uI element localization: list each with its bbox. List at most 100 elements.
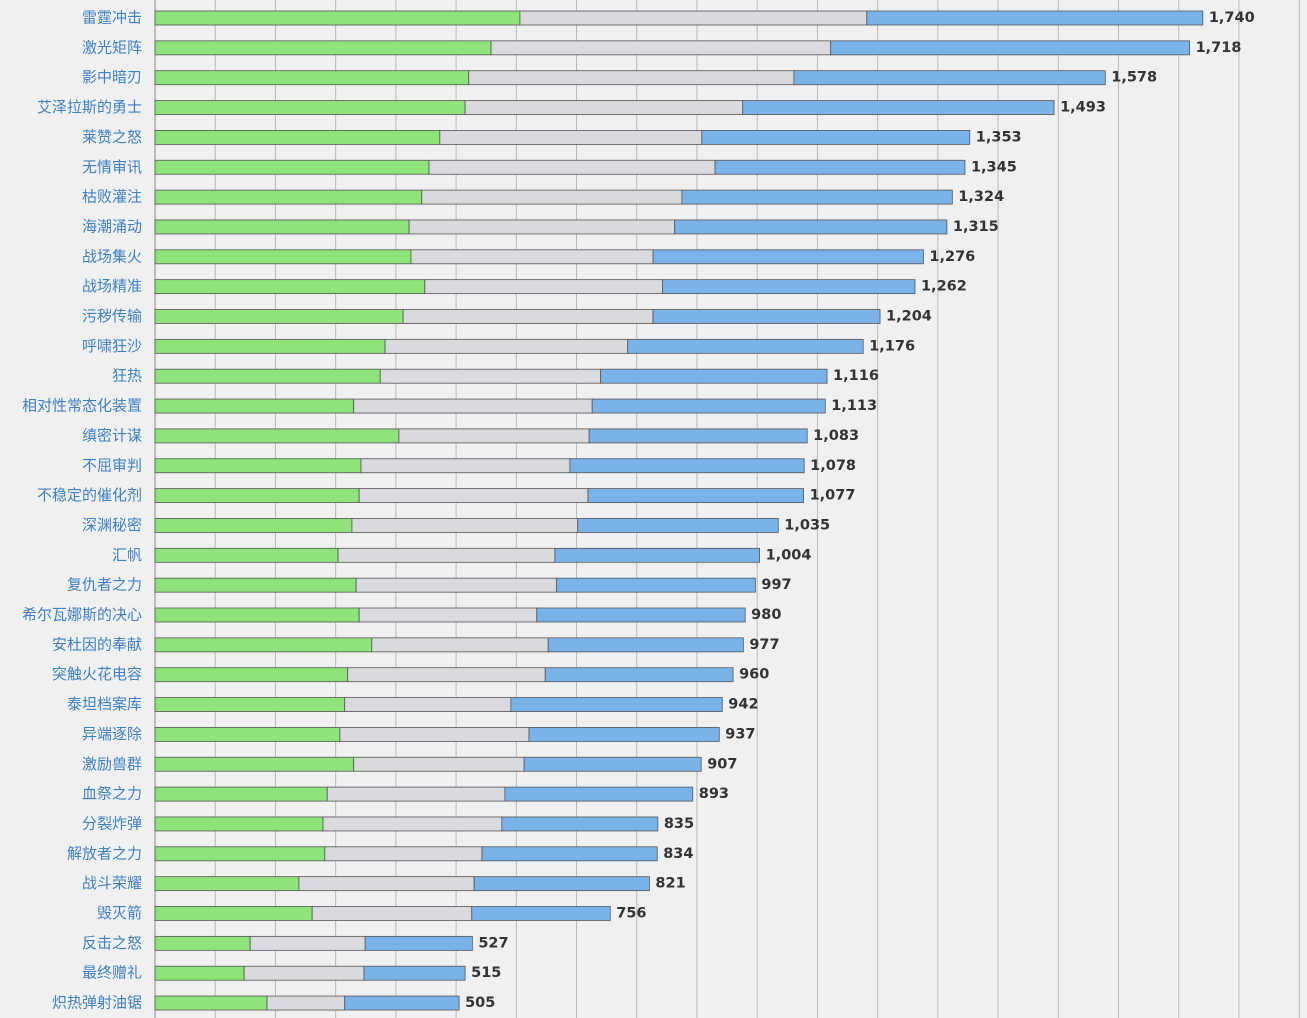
bar-segment <box>154 249 412 265</box>
bar-segment <box>353 756 525 772</box>
total-label: 960 <box>739 667 769 683</box>
total-label: 1,176 <box>869 338 915 354</box>
bar-segment <box>398 428 590 444</box>
total-label: 893 <box>699 786 729 802</box>
category-label: 毁灭箭 <box>97 904 142 922</box>
category-label: 战斗荣耀 <box>82 874 142 892</box>
bar-segment <box>577 518 779 533</box>
bar-segment <box>154 756 355 772</box>
bar-segment <box>681 189 953 205</box>
category-label: 解放者之力 <box>67 844 142 862</box>
bar-segment <box>154 906 313 921</box>
bar-segment <box>490 40 832 56</box>
bar-segment <box>324 846 483 862</box>
bar-segment <box>510 697 723 712</box>
bar-segment <box>154 876 300 892</box>
total-label: 756 <box>616 906 646 922</box>
bar-segment <box>501 816 659 832</box>
total-label: 997 <box>761 577 791 593</box>
bar-segment <box>364 935 473 951</box>
total-label: 1,077 <box>810 488 856 504</box>
bar-segment <box>360 458 571 474</box>
bar-segment <box>674 219 948 235</box>
bar-segment <box>154 935 251 951</box>
total-label: 1,035 <box>784 517 830 533</box>
bar-segment <box>544 667 734 683</box>
bar-segment <box>154 189 423 205</box>
bar-segment <box>504 786 694 802</box>
bar-segment <box>523 756 702 772</box>
bar-segment <box>588 428 808 444</box>
total-label: 527 <box>478 935 508 951</box>
category-label: 海潮涌动 <box>82 217 142 235</box>
bar-segment <box>587 488 804 504</box>
bar-segment <box>154 488 360 504</box>
bar-segment <box>322 816 503 832</box>
category-label: 战场精准 <box>82 277 142 295</box>
total-label: 937 <box>725 726 755 742</box>
bar-segment <box>402 309 654 324</box>
total-label: 977 <box>749 637 779 653</box>
bar-segment <box>408 219 676 235</box>
category-label: 异端逐除 <box>82 725 142 743</box>
total-label: 942 <box>728 697 758 713</box>
bar-segment <box>384 338 629 354</box>
bar-segment <box>154 368 381 384</box>
total-label: 835 <box>664 816 694 832</box>
bar-segment <box>528 727 720 742</box>
bar-segment <box>154 279 426 295</box>
bar-segment <box>355 577 558 593</box>
bar-segment <box>662 279 916 295</box>
bar-segment <box>311 906 473 921</box>
total-label: 1,262 <box>921 279 967 295</box>
bar-segment <box>600 368 828 384</box>
total-label: 907 <box>707 756 737 772</box>
bar-segment <box>371 637 549 653</box>
bar-segment <box>154 697 346 712</box>
category-label: 安杜因的奉献 <box>52 635 142 653</box>
bar-segment <box>337 547 556 563</box>
total-label: 1,353 <box>976 129 1022 145</box>
category-label: 最终赠礼 <box>82 964 142 982</box>
bar-segment <box>154 40 492 56</box>
category-label: 污秽传输 <box>82 307 142 325</box>
category-label: 缜密计谋 <box>82 426 142 444</box>
bar-segment <box>714 159 966 175</box>
bar-segment <box>481 846 658 862</box>
bar-segment <box>866 10 1204 26</box>
bar-segment <box>154 10 521 26</box>
bar-segment <box>243 965 365 981</box>
bar-segment <box>154 129 441 145</box>
bar-segment <box>424 279 664 295</box>
bar-segment <box>339 727 530 742</box>
category-label: 艾泽拉斯的勇士 <box>37 98 142 116</box>
bar-segment <box>154 428 400 444</box>
bar-segment <box>652 249 924 265</box>
category-label: 激励兽群 <box>82 755 142 773</box>
bar-segment <box>379 368 602 384</box>
bar-segment <box>793 70 1106 86</box>
bar-segment <box>154 309 404 324</box>
bar-segment <box>154 786 328 802</box>
total-label: 1,315 <box>953 219 999 235</box>
total-label: 1,113 <box>831 398 877 414</box>
category-label: 炽热弹射油锯 <box>52 994 142 1012</box>
total-label: 1,718 <box>1196 40 1242 56</box>
total-label: 1,004 <box>766 547 812 563</box>
bar-segment <box>266 995 346 1011</box>
category-label: 不稳定的催化剂 <box>37 486 142 504</box>
bar-segment <box>627 338 864 354</box>
category-label: 影中暗刃 <box>82 68 142 86</box>
category-label: 泰坦档案库 <box>67 695 142 713</box>
category-label: 反击之怒 <box>82 934 142 952</box>
bar-segment <box>464 100 744 115</box>
category-label: 狂热 <box>112 367 142 385</box>
bar-segment <box>249 935 366 951</box>
bar-segment <box>154 727 341 742</box>
bar-segment <box>154 846 326 862</box>
bar-segment <box>701 129 971 145</box>
total-label: 1,078 <box>810 458 856 474</box>
bar-segment <box>154 518 353 533</box>
total-label: 821 <box>655 876 685 892</box>
category-label: 激光矩阵 <box>82 38 142 56</box>
